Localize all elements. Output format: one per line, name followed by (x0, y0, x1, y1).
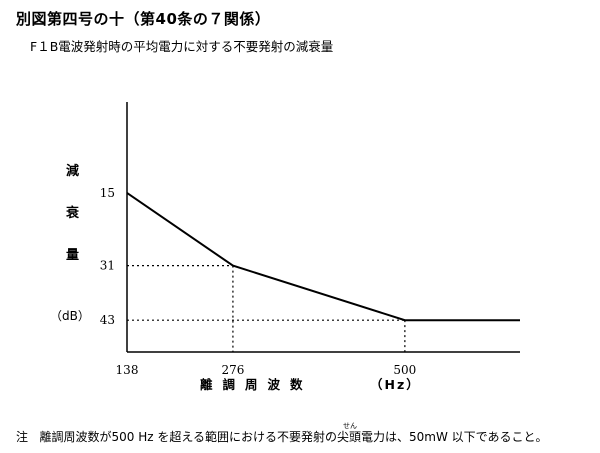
x-tick-label-2: 276 (221, 363, 244, 377)
y-axis-unit: （dB） (50, 309, 90, 323)
footnote-ruby-text: せん (342, 422, 357, 430)
x-axis-unit: （Hz） (370, 377, 421, 392)
guide-lines (127, 265, 406, 352)
x-tick-label-3: 500 (393, 363, 416, 377)
y-axis-label-char-3: 量 (66, 248, 80, 263)
x-axis-label: 離調周波数 (200, 377, 313, 392)
y-axis-label-char-2: 衰 (66, 206, 80, 221)
footnote-ruby: せん尖 (336, 422, 357, 444)
footnote-prefix: 注 (16, 430, 29, 444)
footnote-text-2: 頭電力は、50mW 以下であること。 (348, 430, 548, 444)
chart-subtitle: F１B電波発射時の平均電力に対する不要発射の減衰量 (30, 39, 334, 54)
page-title: 別図第四号の十（第40条の７関係） (16, 10, 271, 28)
y-tick-label-1: 15 (100, 186, 115, 200)
footnote: 注 離調周波数が500 Hz を超える範囲における不要発射の せん 尖頭電力は、50… (16, 422, 548, 445)
tick-labels: 15 31 43 138 276 500 (100, 186, 417, 377)
series-line (126, 192, 520, 322)
x-tick-label-1: 138 (116, 363, 139, 377)
y-axis-label-char-1: 減 (66, 164, 80, 179)
y-tick-label-2: 31 (100, 259, 115, 273)
y-tick-label-3: 43 (100, 313, 115, 327)
footnote-ruby-base: 尖 (336, 430, 349, 444)
footnote-text-1: 離調周波数が500 Hz を超える範囲における不要発射の (39, 430, 337, 444)
